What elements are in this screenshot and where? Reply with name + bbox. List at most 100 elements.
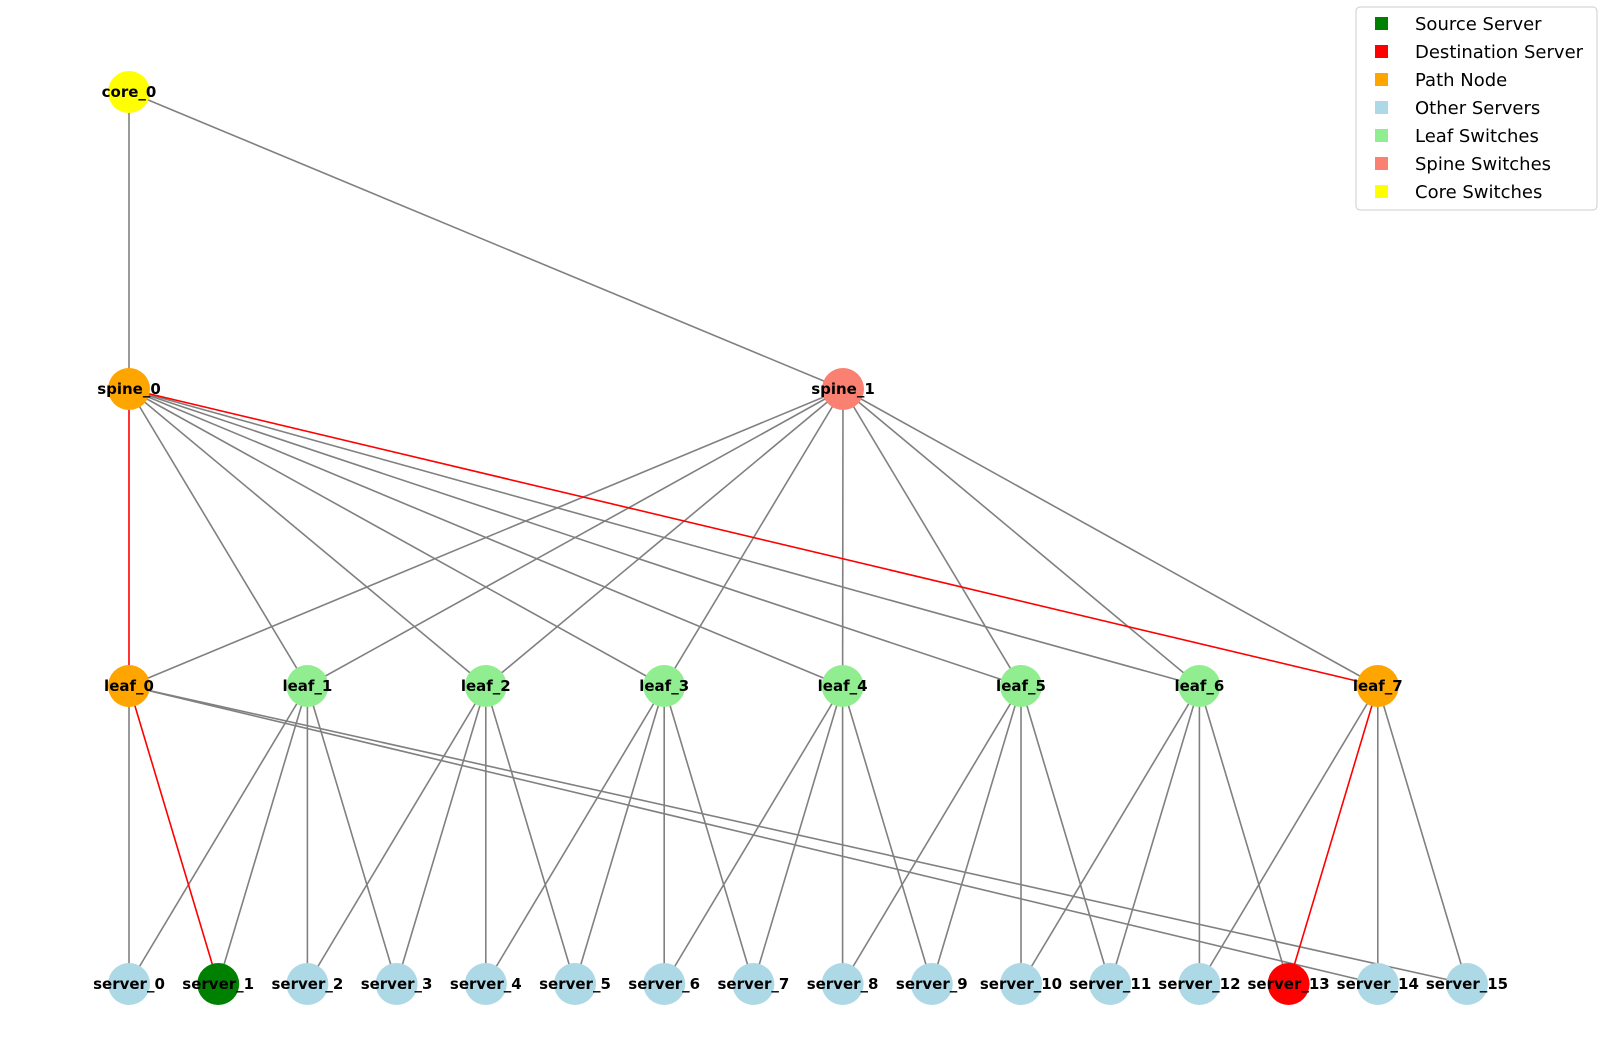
edges-layer [128, 91, 1468, 985]
edge-spine_0-leaf_2 [128, 388, 487, 687]
node-label: server_3 [361, 975, 433, 993]
edge-spine_0-leaf_7 [128, 388, 1378, 687]
node-server_9: server_9 [896, 963, 968, 1005]
edge-leaf_1-server_0 [128, 685, 309, 985]
node-circle [464, 665, 507, 707]
node-label: server_6 [628, 975, 700, 993]
node-label: leaf_1 [282, 677, 332, 695]
legend-item: Core Switches [1375, 182, 1542, 203]
edge-leaf_2-server_3 [395, 685, 487, 985]
legend-frame [1355, 6, 1598, 211]
node-leaf_4: leaf_4 [818, 665, 868, 707]
edge-spine_1-leaf_1 [307, 388, 844, 687]
legend-swatch [1375, 101, 1388, 114]
node-circle [1267, 963, 1310, 1005]
node-circle [732, 963, 775, 1005]
node-leaf_7: leaf_7 [1353, 665, 1403, 707]
node-leaf_6: leaf_6 [1174, 665, 1224, 707]
node-label: server_1 [182, 975, 254, 993]
node-circle [108, 71, 150, 113]
edge-spine_0-leaf_3 [128, 388, 665, 687]
legend-item: Path Node [1375, 70, 1507, 91]
node-circle [108, 963, 150, 1005]
legend-item: Destination Server [1375, 42, 1584, 63]
node-circle [1446, 963, 1488, 1005]
node-circle [1000, 963, 1042, 1005]
node-label: leaf_5 [996, 677, 1046, 695]
node-label: leaf_3 [639, 677, 689, 695]
node-circle [108, 665, 150, 707]
node-label: server_8 [807, 975, 879, 993]
legend-label: Other Servers [1415, 98, 1540, 119]
node-circle [108, 368, 150, 410]
node-server_0: server_0 [93, 963, 165, 1005]
edge-leaf_7-server_13 [1287, 685, 1379, 985]
edge-spine_1-leaf_2 [485, 388, 844, 687]
node-spine_0: spine_0 [97, 368, 161, 410]
legend-label: Leaf Switches [1415, 126, 1539, 147]
legend-item: Leaf Switches [1375, 126, 1539, 147]
node-label: spine_1 [811, 380, 875, 398]
node-circle [1356, 665, 1399, 707]
edge-leaf_2-server_5 [485, 685, 576, 985]
node-circle [643, 963, 686, 1005]
node-circle [375, 963, 418, 1005]
node-label: server_9 [896, 975, 968, 993]
legend-label: Path Node [1415, 70, 1507, 91]
node-server_11: server_11 [1069, 963, 1151, 1005]
edge-leaf_5-server_11 [1020, 685, 1111, 985]
edge-spine_1-leaf_6 [842, 388, 1200, 687]
edge-leaf_3-server_4 [485, 685, 665, 985]
node-circle [1089, 963, 1132, 1005]
edge-leaf_5-server_8 [841, 685, 1022, 985]
node-label: core_0 [102, 83, 157, 101]
edge-leaf_6-server_10 [1020, 685, 1201, 985]
node-server_4: server_4 [450, 963, 522, 1005]
node-circle [1178, 963, 1221, 1005]
node-server_6: server_6 [628, 963, 700, 1005]
legend-swatch [1375, 129, 1388, 142]
node-leaf_2: leaf_2 [461, 665, 511, 707]
edge-leaf_1-server_3 [306, 685, 398, 985]
node-label: leaf_7 [1353, 677, 1403, 695]
node-server_15: server_15 [1426, 963, 1508, 1005]
nodes-layer: core_0 spine_0 spine_1 leaf_0 leaf_1 leaf_2 le… [93, 71, 1508, 1005]
node-server_13: server_13 [1247, 963, 1330, 1005]
node-label: server_11 [1069, 975, 1151, 993]
node-server_7: server_7 [718, 963, 789, 1005]
edge-leaf_6-server_13 [1198, 685, 1290, 985]
node-label: leaf_6 [1174, 677, 1224, 695]
edge-leaf_2-server_2 [306, 685, 487, 985]
edge-leaf_7-server_15 [1377, 685, 1468, 985]
node-circle [286, 963, 329, 1005]
edge-spine_0-leaf_1 [128, 388, 309, 687]
node-server_10: server_10 [980, 963, 1062, 1005]
node-label: spine_0 [97, 380, 161, 398]
edge-leaf_7-server_12 [1198, 685, 1379, 985]
node-circle [554, 963, 596, 1005]
legend-label: Source Server [1415, 14, 1542, 35]
node-label: server_15 [1426, 975, 1508, 993]
node-spine_1: spine_1 [811, 368, 875, 410]
node-circle [821, 963, 864, 1005]
node-label: server_5 [539, 975, 611, 993]
node-circle [464, 963, 507, 1005]
legend-item: Spine Switches [1375, 154, 1551, 175]
legend-label: Spine Switches [1415, 154, 1551, 175]
edge-leaf_3-server_7 [663, 685, 755, 985]
node-server_2: server_2 [272, 963, 343, 1005]
node-leaf_3: leaf_3 [639, 665, 689, 707]
edge-leaf_6-server_11 [1109, 685, 1201, 985]
legend-swatch [1375, 45, 1388, 58]
node-circle [822, 368, 864, 410]
edge-leaf_5-server_9 [931, 685, 1022, 985]
node-label: server_0 [93, 975, 165, 993]
node-leaf_1: leaf_1 [282, 665, 332, 707]
edge-spine_1-leaf_7 [842, 388, 1379, 687]
legend-label: Core Switches [1415, 182, 1542, 203]
node-circle [821, 665, 864, 707]
legend-item: Source Server [1375, 14, 1542, 35]
node-circle [197, 963, 240, 1005]
legend-swatch [1375, 185, 1388, 198]
